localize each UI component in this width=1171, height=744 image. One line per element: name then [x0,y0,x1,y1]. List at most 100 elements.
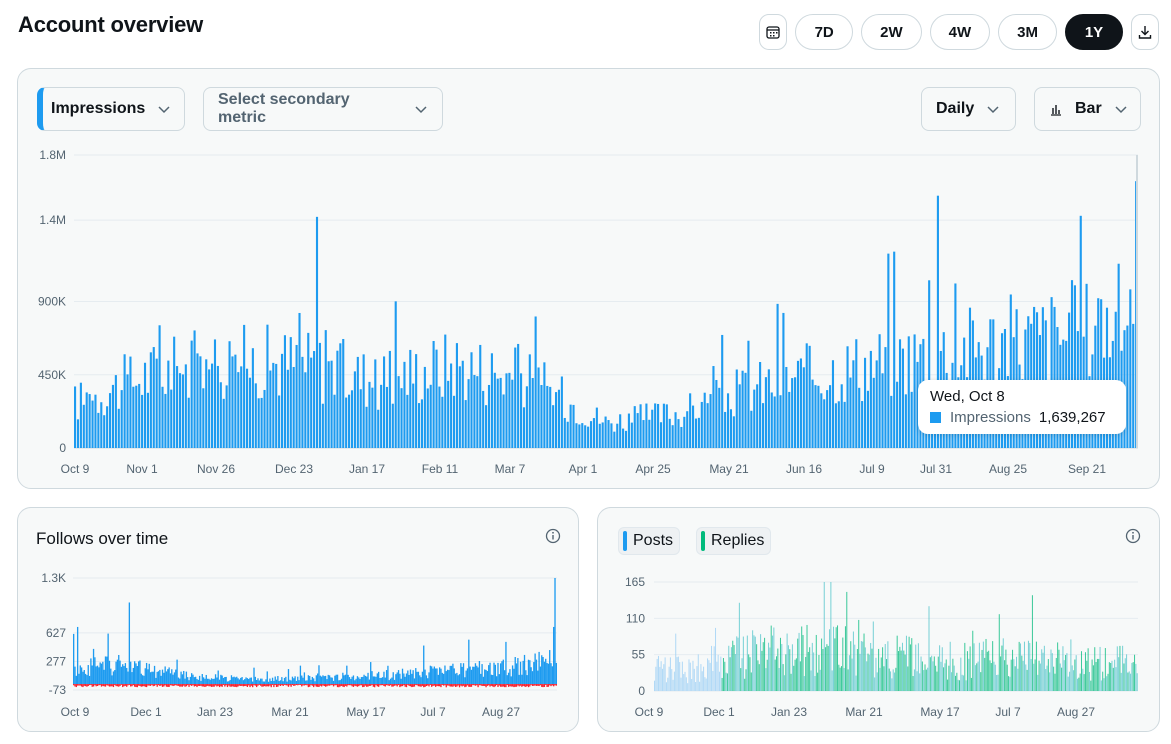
follows-bar [244,679,246,685]
range-7d-button[interactable]: 7D [795,14,854,50]
impressions-bar [123,354,126,448]
unfollows-bar [313,684,315,688]
follows-bar [157,671,160,685]
unfollows-bar [172,684,174,687]
replies-bar [1126,654,1128,691]
primary-metric-select[interactable]: Impressions [37,87,185,131]
replies-bar [831,670,833,691]
impressions-bar [855,339,858,448]
info-icon[interactable] [545,528,561,544]
impressions-bar [234,354,237,448]
unfollows-bar [421,684,424,686]
replies-bar [980,672,982,691]
replies-bar [921,661,923,691]
follows-bar [366,676,368,685]
unfollows-bar [173,684,176,686]
impressions-bar [872,377,875,448]
unfollows-bar [465,684,467,687]
unfollows-bar [374,684,376,688]
follows-bar [458,674,461,685]
follows-bar [473,666,475,685]
replies-legend-chip[interactable]: Replies [696,527,772,555]
follows-bar [371,671,373,685]
replies-bar [843,667,845,691]
info-icon[interactable] [1125,528,1141,544]
impressions-bar [764,377,767,448]
impressions-bar [622,428,625,448]
unfollows-bar [176,684,178,686]
replies-bar [908,636,910,691]
follows-bar [551,666,554,685]
unfollows-bar [188,684,190,687]
replies-bar [1016,656,1018,691]
replies-bar [883,666,885,691]
posts-bar [654,680,656,691]
posts-bar [663,664,665,691]
follows-bar [234,677,237,685]
replies-bar [854,644,856,691]
follows-bar [230,675,233,685]
unfollows-bar [377,684,380,687]
follows-bar [358,677,360,685]
follows-bar [240,677,242,685]
replies-bar [726,673,728,691]
posts-bar [671,669,673,691]
impressions-bar [487,384,491,448]
follows-bar [103,669,105,685]
follows-bar [194,676,197,685]
unfollows-bar [385,684,388,686]
unfollows-bar [88,684,91,686]
unfollows-bar [470,684,473,687]
posts-legend-chip[interactable]: Posts [618,527,681,555]
range-4w-button[interactable]: 4W [929,14,991,50]
secondary-metric-select[interactable]: Select secondary metric [203,87,443,131]
interval-select[interactable]: Daily [921,87,1016,131]
x-tick-label: Dec 1 [130,705,162,719]
impressions-bar [336,350,339,448]
impressions-bar [143,362,147,448]
follows-bar [486,671,489,685]
impressions-bar [665,404,668,448]
range-1y-button[interactable]: 1Y [1065,14,1123,50]
replies-bar [958,680,961,691]
impressions-bar [756,384,759,448]
replies-bar [823,582,825,691]
replies-bar [838,664,840,691]
impressions-bar [522,407,526,448]
posts-bar [656,658,658,691]
x-tick-label: Aug 27 [482,705,520,719]
impressions-bar [584,425,587,448]
unfollows-bar [424,684,426,687]
follows-bar [206,678,209,685]
impressions-bar [470,352,473,448]
calendar-button[interactable] [759,14,788,50]
impressions-bar [269,370,272,448]
y-tick-label: 55 [632,648,646,662]
unfollows-bar [147,684,149,686]
follows-bar [301,675,303,685]
replies-bar [1103,678,1105,691]
follows-bar [316,673,319,685]
replies-bar [1038,660,1040,691]
follows-bar [315,675,317,685]
replies-bar [1005,649,1007,691]
follows-bar [201,674,203,685]
replies-bar [960,657,962,691]
follows-bar [163,672,165,685]
unfollows-bar [343,684,345,688]
range-3m-button[interactable]: 3M [998,14,1057,50]
impressions-bar [896,381,899,448]
follows-bar [539,666,542,685]
impressions-bar [715,380,718,448]
follows-bar [179,678,181,685]
follows-bar [209,679,211,685]
impressions-bar [362,354,365,448]
download-button[interactable] [1131,14,1159,50]
follows-bar [364,675,367,685]
unfollows-bar [149,684,152,686]
chart-type-select[interactable]: Bar [1034,87,1141,131]
range-2w-button[interactable]: 2W [861,14,922,50]
follows-bar [102,661,104,685]
follows-bar [346,665,348,685]
hover-indicator [1136,155,1138,448]
